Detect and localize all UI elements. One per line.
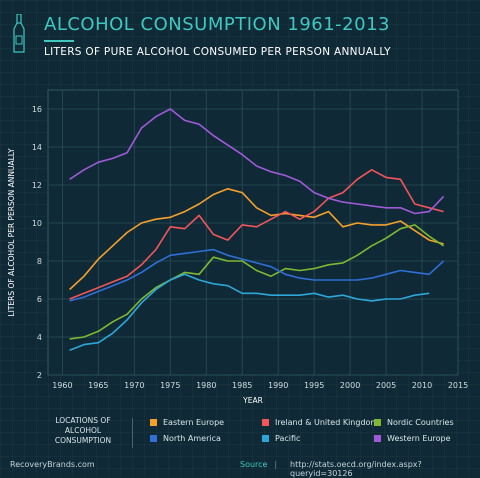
chart-grid [47,89,459,376]
legend-title: LOCATIONS OF ALCOHOL CONSUMPTION [54,416,112,445]
legend-swatch [374,419,381,426]
brand-name: RecoveryBrands.com [10,460,95,469]
legend-item-nordic-countries: Nordic Countries [374,418,454,427]
legend-label: Nordic Countries [387,418,454,427]
x-tick-label: 1975 [160,381,180,390]
y-tick-label: 6 [37,295,42,304]
legend-label: Western Europe [387,434,451,443]
bottle-icon [13,14,25,53]
series-line-ireland-united-kingdom [69,169,444,300]
x-tick-label: 1995 [304,381,324,390]
footer: RecoveryBrands.com Source | http://stats… [0,456,480,478]
x-axis-label: YEAR [242,396,263,405]
page-subtitle: LITERS OF PURE ALCOHOL CONSUMED PER PERS… [44,46,391,58]
x-tick-label: 1970 [124,381,144,390]
plot-area [47,89,459,376]
legend-label: Ireland & United Kingdom [275,418,379,427]
y-tick-label: 8 [37,257,42,266]
legend-swatch [150,435,157,442]
x-tick-label: 2010 [412,381,432,390]
legend-swatch [262,435,269,442]
legend-swatch [262,419,269,426]
x-tick-label: 1980 [196,381,216,390]
x-tick-label: 2005 [376,381,396,390]
legend-label: North America [163,434,221,443]
legend-label: Pacific [275,434,301,443]
series-line-nordic-countries [69,224,445,340]
source-link[interactable]: http://stats.oecd.org/index.aspx?queryid… [290,460,422,478]
chart-series [69,108,445,352]
series-line-pacific [69,273,430,352]
y-tick-label: 12 [32,181,42,190]
legend-label: Eastern Europe [163,418,225,427]
legend-swatch [150,419,157,426]
header: ALCOHOL CONSUMPTION 1961-2013 LITERS OF … [10,10,470,66]
x-tick-label: 2015 [448,381,468,390]
source-label: Source [240,460,268,469]
legend-item-eastern-europe: Eastern Europe [150,418,224,427]
title-underline [44,40,74,42]
legend-swatch [374,435,381,442]
legend-item-pacific: Pacific [262,434,300,443]
legend-divider [132,418,133,448]
y-tick-label: 10 [32,219,42,228]
legend: LOCATIONS OF ALCOHOL CONSUMPTION Eastern… [44,414,464,454]
series-line-eastern-europe [69,188,444,291]
legend-item-north-america: North America [150,434,221,443]
y-tick-label: 4 [37,333,42,342]
footer-separator: | [274,460,277,469]
x-tick-label: 2000 [340,381,360,390]
y-tick-label: 14 [32,143,42,152]
x-tick-label: 1965 [88,381,108,390]
x-tick-label: 1990 [268,381,288,390]
series-line-north-america [69,248,445,302]
legend-item-ireland-united-kingdom: Ireland & United Kingdom [262,418,378,427]
x-tick-label: 1960 [52,381,72,390]
y-tick-label: 2 [37,371,42,380]
legend-item-western-europe: Western Europe [374,434,450,443]
chart-axes: 2 4 6 8 10 12 14 16 1960 1965 1970 1975 1980 1985 1990… [7,105,468,405]
series-line-western-europe [69,108,445,215]
x-tick-label: 1985 [232,381,252,390]
y-axis-label: LITERS OF ALCOHOL PER PERSON ANNUALLY [7,148,16,317]
y-tick-label: 16 [32,105,42,114]
page-title: ALCOHOL CONSUMPTION 1961-2013 [44,14,390,35]
line-chart: 2 4 6 8 10 12 14 16 1960 1965 1970 1975 1980 1985 1990… [7,89,468,405]
